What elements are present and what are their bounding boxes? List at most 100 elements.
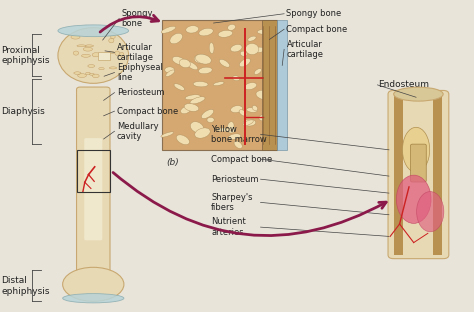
Bar	[433, 94, 442, 255]
Ellipse shape	[71, 35, 80, 39]
Ellipse shape	[259, 115, 266, 121]
Text: Yellow
bone marrow: Yellow bone marrow	[211, 125, 267, 144]
Text: Epiphyseal
line: Epiphyseal line	[117, 63, 163, 82]
Text: Diaphysis: Diaphysis	[1, 107, 45, 116]
Text: Proximal
ephiphysis: Proximal ephiphysis	[1, 46, 50, 65]
Text: Medullary
cavity: Medullary cavity	[117, 122, 158, 141]
FancyBboxPatch shape	[84, 138, 102, 240]
Text: (b): (b)	[166, 158, 179, 167]
Bar	[277, 20, 287, 150]
Ellipse shape	[99, 67, 104, 70]
Ellipse shape	[227, 127, 235, 133]
Ellipse shape	[239, 58, 250, 67]
Ellipse shape	[73, 51, 79, 55]
Text: Articular
cartilage: Articular cartilage	[286, 40, 323, 59]
Ellipse shape	[246, 43, 259, 55]
FancyBboxPatch shape	[76, 87, 110, 284]
Ellipse shape	[63, 294, 124, 303]
Ellipse shape	[109, 38, 114, 43]
Ellipse shape	[213, 82, 224, 86]
Text: Sharpey's
fibers: Sharpey's fibers	[211, 193, 253, 212]
Ellipse shape	[417, 192, 444, 232]
Ellipse shape	[58, 25, 128, 37]
Ellipse shape	[218, 30, 233, 37]
Ellipse shape	[176, 135, 190, 145]
Ellipse shape	[191, 122, 204, 133]
FancyBboxPatch shape	[388, 90, 449, 259]
Ellipse shape	[402, 127, 429, 172]
Ellipse shape	[190, 97, 205, 104]
Ellipse shape	[86, 72, 90, 75]
Ellipse shape	[248, 36, 256, 41]
Ellipse shape	[207, 117, 214, 123]
Ellipse shape	[194, 54, 207, 63]
Ellipse shape	[201, 110, 214, 119]
Ellipse shape	[193, 81, 208, 87]
Ellipse shape	[186, 26, 199, 33]
Ellipse shape	[195, 128, 210, 138]
Ellipse shape	[181, 106, 191, 114]
Text: Spongy bone: Spongy bone	[286, 9, 342, 18]
Ellipse shape	[228, 24, 236, 30]
Ellipse shape	[234, 141, 242, 149]
Ellipse shape	[209, 42, 214, 54]
Text: Periosteum: Periosteum	[117, 88, 164, 97]
Ellipse shape	[240, 51, 247, 56]
Ellipse shape	[63, 267, 124, 301]
Ellipse shape	[161, 26, 176, 33]
Ellipse shape	[100, 55, 108, 57]
Ellipse shape	[262, 47, 276, 59]
Text: Articular
cartilage: Articular cartilage	[117, 43, 154, 62]
Ellipse shape	[216, 128, 232, 132]
Ellipse shape	[119, 52, 124, 56]
Ellipse shape	[174, 84, 184, 90]
Ellipse shape	[252, 47, 265, 52]
Ellipse shape	[254, 69, 261, 75]
Ellipse shape	[184, 104, 199, 111]
Ellipse shape	[228, 122, 234, 131]
Ellipse shape	[185, 95, 201, 100]
Ellipse shape	[74, 72, 81, 74]
Ellipse shape	[195, 54, 211, 64]
Ellipse shape	[232, 76, 240, 80]
Ellipse shape	[92, 74, 99, 78]
Ellipse shape	[243, 120, 254, 126]
Text: Compact bone: Compact bone	[117, 107, 178, 116]
Bar	[98, 52, 110, 60]
Ellipse shape	[78, 74, 86, 77]
Ellipse shape	[239, 110, 247, 116]
Ellipse shape	[77, 45, 86, 47]
Text: Periosteum: Periosteum	[211, 175, 259, 184]
Ellipse shape	[246, 108, 257, 112]
Ellipse shape	[186, 61, 198, 70]
Ellipse shape	[88, 65, 95, 67]
Text: Endosteum: Endosteum	[378, 80, 429, 89]
Ellipse shape	[115, 51, 119, 56]
Ellipse shape	[219, 59, 230, 67]
Ellipse shape	[170, 33, 182, 44]
Text: Distal
ephiphysis: Distal ephiphysis	[1, 276, 50, 295]
Bar	[394, 94, 402, 255]
Ellipse shape	[231, 105, 243, 113]
Ellipse shape	[228, 134, 241, 139]
Bar	[162, 20, 277, 150]
Ellipse shape	[252, 105, 257, 111]
Bar	[76, 150, 110, 192]
Ellipse shape	[83, 47, 92, 51]
Ellipse shape	[199, 67, 212, 74]
Ellipse shape	[165, 67, 174, 73]
Ellipse shape	[245, 83, 256, 90]
Ellipse shape	[261, 134, 267, 139]
Ellipse shape	[85, 45, 93, 47]
Ellipse shape	[179, 59, 191, 68]
Ellipse shape	[161, 132, 173, 137]
Ellipse shape	[82, 54, 91, 57]
Text: Compact bone: Compact bone	[286, 25, 348, 34]
Ellipse shape	[257, 29, 275, 34]
Ellipse shape	[172, 56, 186, 65]
Ellipse shape	[92, 53, 100, 57]
Ellipse shape	[89, 73, 94, 75]
Ellipse shape	[109, 51, 115, 54]
Ellipse shape	[394, 87, 443, 101]
Ellipse shape	[256, 90, 273, 100]
